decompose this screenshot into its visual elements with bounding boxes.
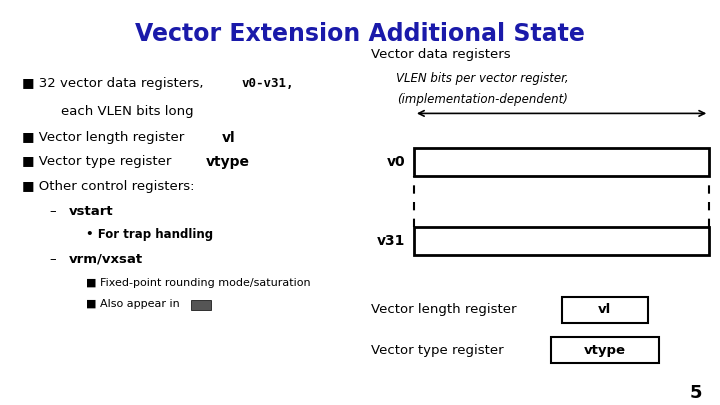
Text: –: – <box>50 253 66 266</box>
Bar <box>414 148 709 176</box>
Text: Vector type register: Vector type register <box>371 344 503 357</box>
Text: (implementation-dependent): (implementation-dependent) <box>397 93 568 106</box>
Text: vstart: vstart <box>68 205 113 218</box>
Text: ■ Fixed-point rounding mode/saturation: ■ Fixed-point rounding mode/saturation <box>86 279 311 288</box>
Text: VLEN bits per vector register,: VLEN bits per vector register, <box>396 72 569 85</box>
Text: v31: v31 <box>377 234 405 248</box>
Text: vtype: vtype <box>206 155 250 169</box>
Text: vl: vl <box>598 303 611 316</box>
Text: vtype: vtype <box>584 344 626 357</box>
Text: ■ Vector length register: ■ Vector length register <box>22 131 188 144</box>
Text: vl: vl <box>222 131 235 145</box>
Text: Vector length register: Vector length register <box>371 303 516 316</box>
Text: –: – <box>50 205 66 218</box>
Text: each VLEN bits long: each VLEN bits long <box>61 105 194 118</box>
Text: v0-v31,: v0-v31, <box>241 77 294 90</box>
Text: • For trap handling: • For trap handling <box>86 228 214 241</box>
Text: 5: 5 <box>690 384 702 402</box>
Text: ■ 32 vector data registers,: ■ 32 vector data registers, <box>22 77 207 90</box>
Text: v0: v0 <box>387 155 405 169</box>
Bar <box>562 296 648 323</box>
Text: ■ Other control registers:: ■ Other control registers: <box>22 180 194 193</box>
Text: Vector Extension Additional State: Vector Extension Additional State <box>135 22 585 47</box>
Bar <box>191 300 211 310</box>
Bar <box>414 227 709 255</box>
Text: ■ Also appear in: ■ Also appear in <box>86 299 184 309</box>
Text: Vector data registers: Vector data registers <box>371 48 510 61</box>
Bar <box>551 337 659 364</box>
Text: vrm/vxsat: vrm/vxsat <box>68 253 143 266</box>
Text: ■ Vector type register: ■ Vector type register <box>22 156 175 168</box>
